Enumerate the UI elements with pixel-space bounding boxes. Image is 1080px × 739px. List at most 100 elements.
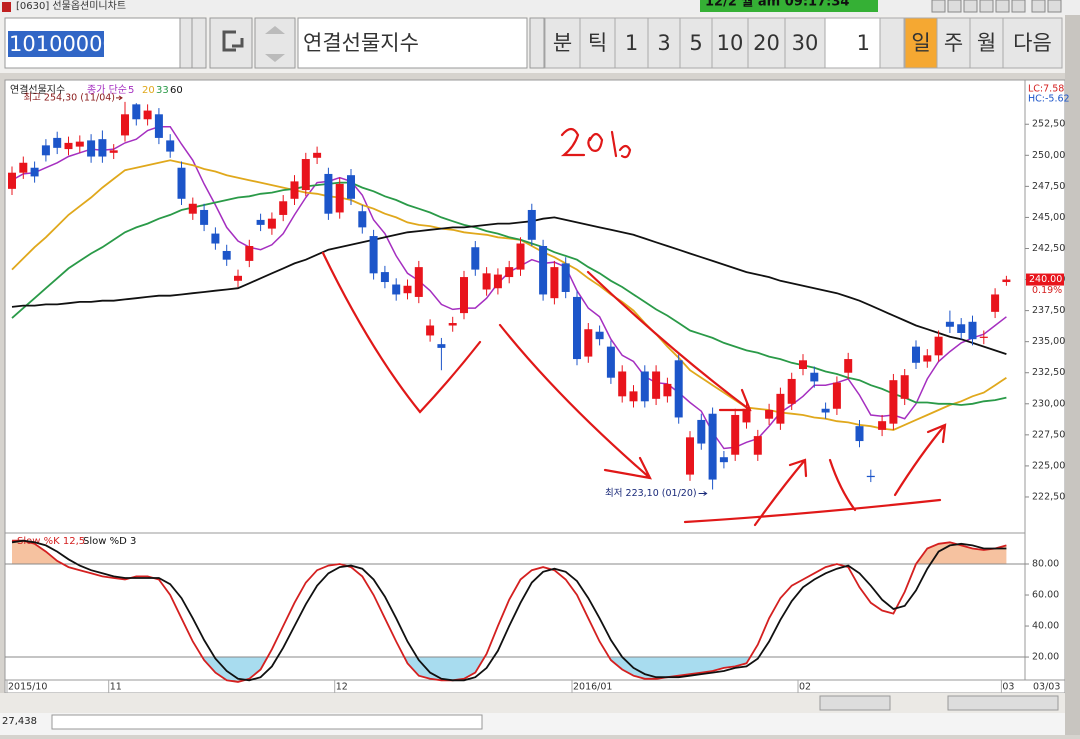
legend-item: 5 bbox=[128, 85, 134, 96]
candle-body bbox=[878, 421, 887, 430]
win-button[interactable] bbox=[963, 0, 978, 13]
title-bar bbox=[0, 0, 1080, 15]
code-selection bbox=[8, 31, 104, 57]
clock: 12/2 월 am 09:17:34 bbox=[705, 0, 849, 10]
legend-item: 20 bbox=[142, 85, 155, 96]
scroll-buttons[interactable] bbox=[819, 695, 891, 711]
candle-body bbox=[742, 408, 751, 423]
y-tick-label: 222,50 bbox=[1032, 491, 1065, 502]
legend-item: 60 bbox=[170, 85, 183, 96]
refresh-button[interactable] bbox=[209, 17, 253, 69]
win-button[interactable] bbox=[1031, 0, 1046, 13]
candle-body bbox=[324, 173, 333, 214]
refresh-icon bbox=[222, 30, 244, 52]
candle-body bbox=[448, 323, 457, 326]
candle-body bbox=[719, 457, 728, 463]
name-text: 연결선물지수 bbox=[303, 31, 419, 55]
y-tick-label: 40.00 bbox=[1032, 621, 1059, 632]
win-button[interactable] bbox=[1011, 0, 1026, 13]
dropdown[interactable] bbox=[179, 17, 193, 69]
candle-body bbox=[211, 233, 220, 244]
hand-stroke bbox=[586, 270, 752, 412]
candle-body bbox=[516, 243, 525, 270]
x-tick-label: 11 bbox=[110, 682, 122, 693]
count-spin[interactable] bbox=[879, 17, 905, 69]
candle-body bbox=[595, 331, 604, 340]
hand-stroke bbox=[753, 458, 808, 527]
candle-body bbox=[934, 336, 943, 356]
win-button[interactable] bbox=[947, 0, 962, 13]
indicator-line bbox=[11, 539, 1007, 682]
hand-stroke bbox=[498, 323, 652, 480]
toolbar-button[interactable] bbox=[904, 17, 938, 69]
candle-body bbox=[369, 236, 378, 274]
toolbar-button[interactable] bbox=[711, 17, 749, 69]
candle-body bbox=[30, 167, 39, 177]
toolbar-button[interactable] bbox=[936, 17, 971, 69]
toolbar-button[interactable] bbox=[544, 17, 581, 69]
toolbar-button[interactable] bbox=[579, 17, 616, 69]
candle-body bbox=[753, 436, 762, 455]
status-cells bbox=[51, 714, 483, 730]
x-tick-label: 2015/10 bbox=[8, 682, 47, 693]
candle-body bbox=[923, 355, 932, 362]
candle-body bbox=[991, 294, 1000, 312]
toolbar-button[interactable] bbox=[679, 17, 713, 69]
candle-body bbox=[640, 371, 649, 402]
win-button[interactable] bbox=[1047, 0, 1062, 13]
status-left: 27,438 bbox=[2, 716, 37, 727]
toolbar-button[interactable] bbox=[784, 17, 826, 69]
x-tick-label: 2016/01 bbox=[573, 682, 612, 693]
candle-body bbox=[731, 414, 740, 455]
candle-body bbox=[765, 410, 774, 419]
candle-body bbox=[109, 150, 118, 153]
candle-body bbox=[708, 413, 717, 480]
candle-body bbox=[979, 336, 988, 338]
candle-body bbox=[505, 267, 514, 278]
candle-body bbox=[493, 274, 502, 289]
legend-item: 33 bbox=[156, 85, 169, 96]
zoom-buttons[interactable] bbox=[947, 695, 1059, 711]
high-annotation: 최고 254,30 (11/04) bbox=[23, 92, 115, 103]
win-button[interactable] bbox=[979, 0, 994, 13]
candle-body bbox=[267, 218, 276, 229]
toolbar-button-label: 주 bbox=[944, 31, 963, 55]
y-tick-label: 235,00 bbox=[1032, 336, 1065, 347]
toolbar-button-label: 1 bbox=[625, 31, 638, 55]
candle-body bbox=[290, 181, 299, 199]
count-field[interactable] bbox=[824, 17, 881, 69]
candle-body bbox=[256, 219, 265, 225]
spinner-icon bbox=[265, 26, 285, 62]
toolbar-button-label: 30 bbox=[792, 31, 819, 55]
y-tick-label: 227,50 bbox=[1032, 429, 1065, 440]
candle-body bbox=[8, 172, 16, 189]
app-icon bbox=[2, 2, 11, 12]
y-tick-label: 247,50 bbox=[1032, 181, 1065, 192]
candle-body bbox=[799, 360, 807, 369]
candle-body bbox=[584, 329, 593, 357]
hand-drawing bbox=[321, 127, 947, 527]
scroll-left[interactable] bbox=[529, 17, 545, 69]
toolbar-button[interactable] bbox=[1002, 17, 1063, 69]
win-button[interactable] bbox=[995, 0, 1010, 13]
side-window bbox=[1065, 15, 1080, 735]
candle-body bbox=[618, 371, 627, 397]
toolbar-button[interactable] bbox=[969, 17, 1004, 69]
hc-label: HC:-5.62 bbox=[1028, 94, 1070, 105]
candle-body bbox=[844, 359, 853, 373]
moving-average bbox=[11, 181, 1007, 406]
toolbar-button-label: 분 bbox=[553, 31, 572, 55]
low-arrow bbox=[698, 491, 708, 496]
candle-body bbox=[550, 267, 559, 299]
candle-body bbox=[629, 391, 638, 402]
low-annotation: 최저 223,10 (01/20) bbox=[605, 488, 697, 499]
candle-body bbox=[19, 162, 28, 173]
candle-body bbox=[132, 104, 141, 120]
candle-body bbox=[98, 139, 107, 157]
win-button[interactable] bbox=[931, 0, 946, 13]
toolbar-button[interactable] bbox=[647, 17, 681, 69]
search-button[interactable] bbox=[191, 17, 207, 69]
candle-body bbox=[87, 140, 96, 157]
candle-body bbox=[539, 246, 548, 295]
candle-body bbox=[75, 141, 84, 147]
